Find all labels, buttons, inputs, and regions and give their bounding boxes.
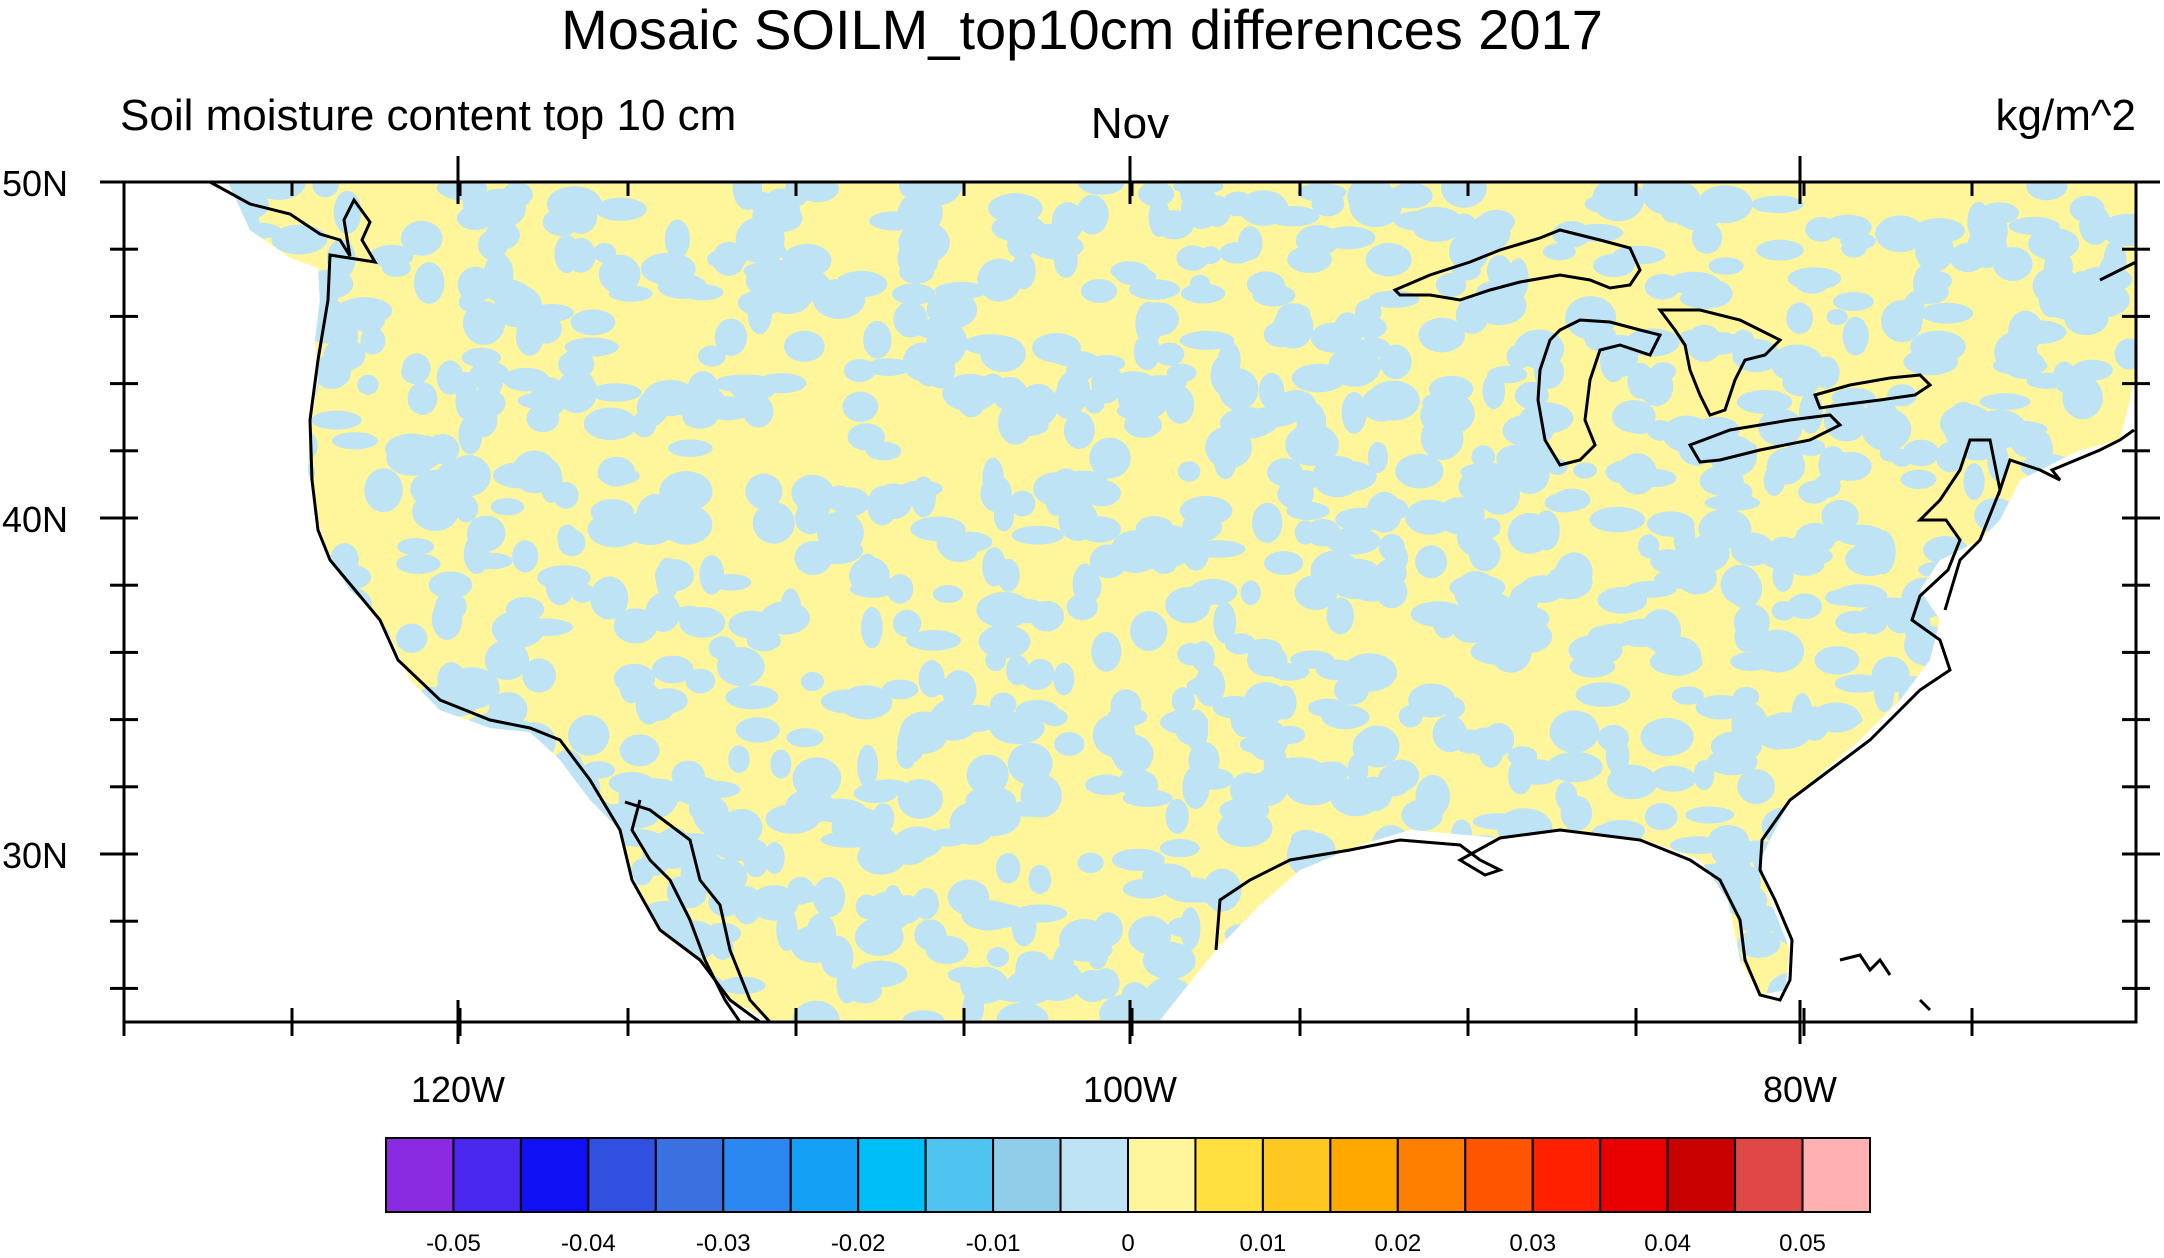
soil-moisture-field [228, 182, 2136, 1020]
colorbar-tick-label: 0.05 [1779, 1230, 1826, 1257]
colorbar-swatch [1531, 1137, 1602, 1213]
lon-label-100w: 100W [1082, 1069, 1178, 1110]
lon-label-120w: 120W [410, 1069, 506, 1110]
colorbar-swatch [1194, 1137, 1264, 1213]
colorbar-swatch [924, 1137, 995, 1213]
colorbar-swatch [1464, 1137, 1534, 1213]
colorbar-swatch [992, 1137, 1062, 1213]
colorbar-swatch [722, 1137, 792, 1213]
colorbar [385, 1137, 1871, 1213]
colorbar-tick-label: -0.02 [830, 1230, 886, 1257]
colorbar-swatch [1599, 1137, 1669, 1213]
colorbar-tick-label: -0.01 [965, 1230, 1021, 1257]
colorbar-swatch [1396, 1137, 1467, 1213]
colorbar-swatch [1666, 1137, 1737, 1213]
axis-ticks [100, 156, 2160, 1044]
colorbar-swatch [857, 1137, 927, 1213]
colorbar-swatch [789, 1137, 860, 1213]
colorbar-swatch [587, 1137, 657, 1213]
colorbar-tick-label: -0.04 [561, 1230, 616, 1257]
colorbar-tick-label: -0.05 [426, 1230, 481, 1257]
colorbar-tick-label: -0.03 [695, 1230, 751, 1257]
colorbar-swatch [1801, 1137, 1871, 1213]
colorbar-swatch [452, 1137, 522, 1213]
map-title: Mosaic SOILM_top10cm differences 2017 [561, 0, 1603, 61]
lat-label-30n: 30N [1, 835, 68, 876]
colorbar-swatch [519, 1137, 590, 1213]
colorbar-tick-label: 0.01 [1239, 1230, 1287, 1257]
lon-label-80w: 80W [1762, 1069, 1838, 1110]
month-subtitle: Nov [1090, 99, 1170, 148]
colorbar-tick-label: 0 [1121, 1230, 1135, 1257]
colorbar-swatch [385, 1137, 455, 1213]
coastlines [209, 180, 2137, 1024]
variable-subtitle: Soil moisture content top 10 cm [120, 91, 737, 140]
colorbar-swatch [654, 1137, 725, 1213]
colorbar-tick-label: 0.02 [1374, 1230, 1422, 1257]
colorbar-swatch [1734, 1137, 1804, 1213]
colorbar-swatch [1059, 1137, 1129, 1213]
colorbar-swatch [1261, 1137, 1332, 1213]
colorbar-swatch [1127, 1137, 1197, 1213]
colorbar-swatch [1329, 1137, 1399, 1213]
lat-label-50n: 50N [1, 163, 68, 204]
lat-label-40n: 40N [1, 499, 68, 540]
units-subtitle: kg/m^2 [1995, 91, 2136, 140]
colorbar-tick-label: 0.03 [1509, 1230, 1557, 1257]
colorbar-tick-label: 0.04 [1644, 1230, 1691, 1257]
